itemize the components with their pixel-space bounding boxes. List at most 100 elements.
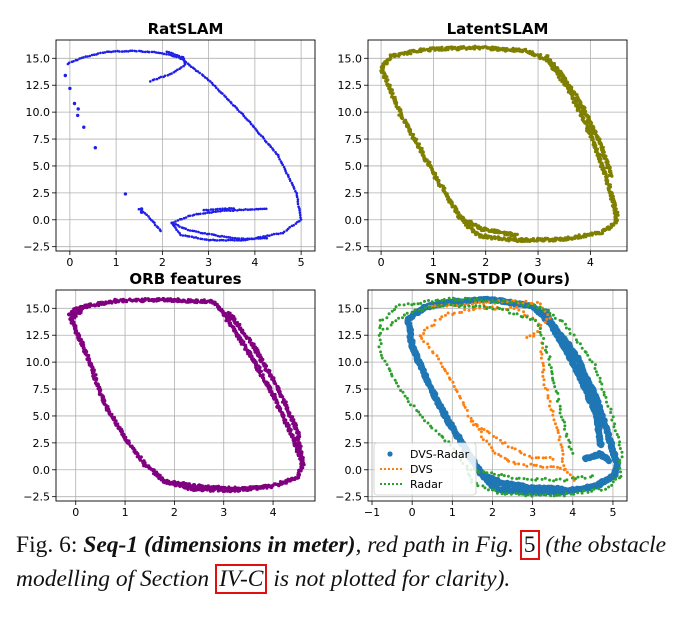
x-tick-label: 4 — [569, 506, 576, 519]
y-tick-label: 2.5 — [345, 437, 363, 450]
data-point — [541, 342, 545, 345]
data-point — [475, 297, 479, 301]
data-point — [109, 50, 113, 54]
data-point — [576, 475, 580, 479]
data-point — [519, 451, 523, 455]
data-point — [295, 195, 299, 199]
data-point — [403, 394, 407, 398]
data-point — [439, 48, 444, 52]
data-point — [379, 324, 382, 328]
data-point — [223, 209, 226, 212]
data-point — [572, 333, 576, 337]
data-point — [281, 395, 285, 399]
data-point — [125, 439, 129, 443]
data-point — [528, 334, 532, 338]
data-point — [242, 340, 246, 344]
data-point — [547, 357, 551, 361]
x-tick-label: 4 — [270, 506, 277, 519]
data-point — [478, 45, 482, 49]
section-ref-link[interactable]: IV-C — [215, 564, 268, 594]
data-point — [534, 493, 538, 497]
data-point — [156, 226, 160, 229]
data-point — [503, 456, 507, 460]
data-point — [564, 492, 568, 495]
data-point — [195, 298, 199, 302]
data-point — [402, 303, 406, 307]
data-point — [609, 411, 613, 414]
data-point — [543, 476, 547, 480]
data-point — [214, 233, 217, 237]
data-point — [602, 390, 606, 394]
data-point — [214, 210, 217, 213]
data-point — [202, 298, 206, 302]
data-point — [118, 50, 121, 53]
data-point — [268, 234, 271, 237]
data-point — [570, 476, 574, 480]
data-point — [78, 57, 81, 60]
data-point — [611, 480, 615, 484]
data-point — [594, 370, 598, 374]
data-point — [510, 446, 514, 450]
data-point — [285, 171, 288, 175]
data-point — [556, 465, 559, 469]
data-point — [415, 409, 419, 412]
data-point — [289, 179, 292, 183]
data-point — [237, 237, 241, 240]
data-point — [294, 222, 298, 225]
data-point — [530, 478, 534, 482]
data-point — [137, 207, 141, 211]
plot-frame — [55, 39, 316, 252]
data-point — [553, 316, 557, 320]
data-point — [172, 222, 175, 226]
data-point — [538, 327, 542, 330]
data-point — [113, 50, 117, 53]
data-point — [437, 46, 441, 50]
data-point — [206, 211, 209, 214]
data-point — [419, 301, 423, 305]
data-point — [397, 303, 401, 307]
data-point — [571, 451, 575, 455]
data-point — [76, 107, 80, 111]
data-point — [252, 125, 255, 129]
data-point — [199, 237, 202, 241]
data-point — [203, 238, 206, 241]
data-point — [472, 423, 475, 427]
data-point — [233, 236, 237, 240]
data-point — [221, 92, 224, 95]
data-point — [175, 228, 178, 231]
figure-ref-link[interactable]: 5 — [519, 530, 540, 560]
data-point — [543, 320, 547, 324]
data-point — [82, 56, 85, 59]
data-point — [476, 484, 480, 488]
data-point — [265, 140, 268, 144]
data-point — [239, 208, 243, 212]
data-point — [207, 78, 210, 82]
data-point — [559, 443, 563, 447]
data-point — [438, 317, 442, 321]
data-point — [521, 303, 524, 307]
y-tick-label: 5.0 — [33, 410, 51, 423]
data-point — [263, 207, 266, 211]
data-point — [216, 207, 219, 211]
data-point — [99, 51, 102, 55]
data-point — [563, 427, 566, 431]
data-point — [500, 473, 504, 476]
y-tick-label: 0.0 — [33, 464, 51, 477]
data-point — [467, 304, 471, 308]
data-point — [270, 392, 274, 396]
data-point — [151, 78, 155, 82]
data-point — [286, 409, 290, 413]
data-point — [82, 346, 86, 350]
data-point — [597, 487, 601, 491]
data-point — [299, 213, 302, 217]
data-point — [607, 173, 611, 177]
data-point — [553, 385, 557, 389]
data-point — [258, 132, 261, 136]
data-point — [447, 440, 451, 444]
data-point — [229, 209, 232, 212]
data-point — [207, 208, 210, 212]
data-point — [120, 430, 124, 434]
data-point — [390, 321, 394, 324]
data-point — [563, 424, 567, 428]
data-point — [182, 226, 185, 230]
